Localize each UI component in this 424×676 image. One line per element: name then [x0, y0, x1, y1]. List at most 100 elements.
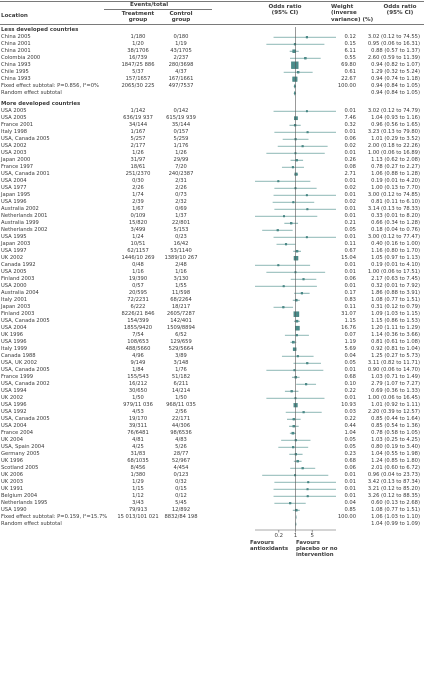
row-odds-ratio: 0.85 (0.44 to 1.64) — [371, 416, 420, 422]
row-treatment-events: 2/39 — [132, 199, 144, 205]
row-weight: 7.46 — [344, 115, 356, 121]
row-treatment-events: 18/61 — [130, 164, 146, 170]
row-treatment-events: 4/53 — [132, 409, 144, 415]
point-estimate — [304, 57, 307, 60]
row-treatment-events: 5/257 — [130, 136, 146, 142]
row-control-events: 5/26 — [175, 444, 187, 450]
row-control-events: 12/892 — [171, 507, 191, 513]
row-control-events: 43/1705 — [170, 48, 192, 54]
row-location: Scotland 2005 — [1, 465, 39, 471]
row-weight: 22.67 — [341, 76, 356, 82]
point-estimate — [289, 502, 292, 505]
row-control-events: 2/31 — [175, 178, 187, 184]
row-weight: 0.06 — [344, 276, 356, 282]
row-location: USA, Spain 2004 — [1, 444, 45, 450]
point-estimate — [276, 229, 279, 232]
row-location: China 1993 — [1, 62, 31, 68]
row-weight: 6.11 — [344, 48, 356, 54]
point-estimate — [292, 76, 298, 82]
row-weight: 15.04 — [341, 255, 356, 261]
row-control-events: 18/217 — [171, 304, 191, 310]
random-odds-ratio: 0.94 (0.84 to 1.05) — [371, 90, 420, 96]
header-rule — [0, 24, 424, 25]
header-events-total: Events/total — [130, 2, 169, 8]
row-weight: 0.02 — [344, 143, 356, 149]
row-odds-ratio: 1.14 (0.36 to 3.66) — [371, 332, 420, 338]
row-odds-ratio: 1.06 (0.88 to 1.28) — [371, 171, 420, 177]
row-odds-ratio: 0.92 (0.81 to 1.04) — [371, 346, 420, 352]
row-control-events: 129/659 — [170, 339, 192, 345]
row-odds-ratio: 3.02 (0.12 to 74.79) — [367, 108, 420, 114]
row-treatment-events: 20/595 — [128, 290, 148, 296]
row-control-events: 22/801 — [171, 220, 191, 226]
row-location: USA 1997 — [1, 248, 27, 254]
row-odds-ratio: 1.15 (0.86 to 1.53) — [371, 318, 420, 324]
row-location: USA 2004 — [1, 423, 27, 429]
row-location: Japan 2003 — [1, 241, 31, 247]
row-location: USA 1994 — [1, 388, 27, 394]
point-estimate — [292, 446, 295, 449]
row-weight: 0.02 — [344, 185, 356, 191]
row-location: USA 1992 — [1, 409, 27, 415]
row-treatment-events: 15/820 — [128, 220, 148, 226]
row-odds-ratio: 0.19 (0.01 to 4.10) — [371, 262, 420, 268]
point-estimate — [293, 255, 299, 261]
row-odds-ratio: 3.00 (0.12 to 74.85) — [367, 192, 420, 198]
row-control-events: 4/83 — [175, 437, 187, 443]
header-treatment-group: Treatment group — [121, 11, 155, 24]
point-estimate — [295, 508, 298, 512]
row-weight: 0.23 — [344, 451, 356, 457]
row-control-events: 6/211 — [173, 381, 189, 387]
row-location: USA, Canada 2001 — [1, 171, 50, 177]
row-control-events: 2605/7287 — [166, 311, 196, 317]
row-treatment-events: 1/12 — [132, 493, 144, 499]
point-estimate — [283, 215, 286, 218]
point-estimate — [305, 383, 308, 386]
row-weight: 0.01 — [344, 150, 356, 156]
row-control-events: 1509/8894 — [166, 325, 196, 331]
point-estimate — [282, 306, 285, 309]
row-control-events: 0/12 — [175, 493, 187, 499]
row-weight: 0.05 — [344, 437, 356, 443]
row-treatment-events: 1/15 — [132, 486, 144, 492]
group-title: Less developed countries — [1, 27, 79, 33]
fixed-effect-label: Fixed effect subtotal: P=0.856, I²=0% — [1, 83, 99, 89]
row-control-events: 0/23 — [175, 234, 187, 240]
row-odds-ratio: 1.24 (0.85 to 1.80) — [371, 458, 420, 464]
row-odds-ratio: 3.42 (0.13 to 87.34) — [367, 479, 420, 485]
row-location: UK 1991 — [1, 486, 24, 492]
point-estimate — [306, 131, 309, 134]
row-treatment-events: 10/51 — [130, 241, 146, 247]
row-control-events: 2/48 — [175, 262, 187, 268]
row-treatment-events: 39/311 — [128, 423, 148, 429]
row-control-events: 11/598 — [171, 290, 191, 296]
row-control-events: 1/37 — [175, 213, 187, 219]
row-location: USA 1977 — [1, 185, 27, 191]
row-treatment-events: 76/6481 — [127, 430, 149, 436]
point-estimate — [296, 70, 300, 74]
row-weight: 0.08 — [344, 164, 356, 170]
row-weight: 0.68 — [344, 374, 356, 380]
row-location: USA, Canada 2005 — [1, 318, 50, 324]
row-location: USA, Canada 2005 — [1, 367, 50, 373]
row-weight: 0.05 — [344, 227, 356, 233]
row-odds-ratio: 3.21 (0.12 to 85.20) — [367, 486, 420, 492]
row-location: UK 1996 — [1, 332, 24, 338]
row-weight: 0.15 — [344, 41, 356, 47]
row-weight: 5.69 — [344, 346, 356, 352]
header-weight: Weight (inverse variance) (%) — [331, 4, 374, 23]
row-control-events: 98/6536 — [170, 430, 192, 436]
row-odds-ratio: 0.78 (0.27 to 2.27) — [371, 164, 420, 170]
row-odds-ratio: 0.94 (0.82 to 1.07) — [371, 62, 420, 68]
row-odds-ratio: 0.31 (0.12 to 0.79) — [371, 304, 420, 310]
row-weight: 0.02 — [344, 199, 356, 205]
point-estimate — [302, 278, 305, 281]
row-odds-ratio: 2.17 (0.63 to 7.45) — [371, 276, 420, 282]
row-odds-ratio: 1.08 (0.77 to 1.51) — [371, 507, 420, 513]
point-estimate — [294, 453, 298, 456]
point-estimate — [293, 311, 300, 317]
row-treatment-events: 0/57 — [132, 283, 144, 289]
row-location: UK 2002 — [1, 255, 24, 261]
row-weight: 0.01 — [344, 367, 356, 373]
row-treatment-events: 1/20 — [132, 41, 144, 47]
